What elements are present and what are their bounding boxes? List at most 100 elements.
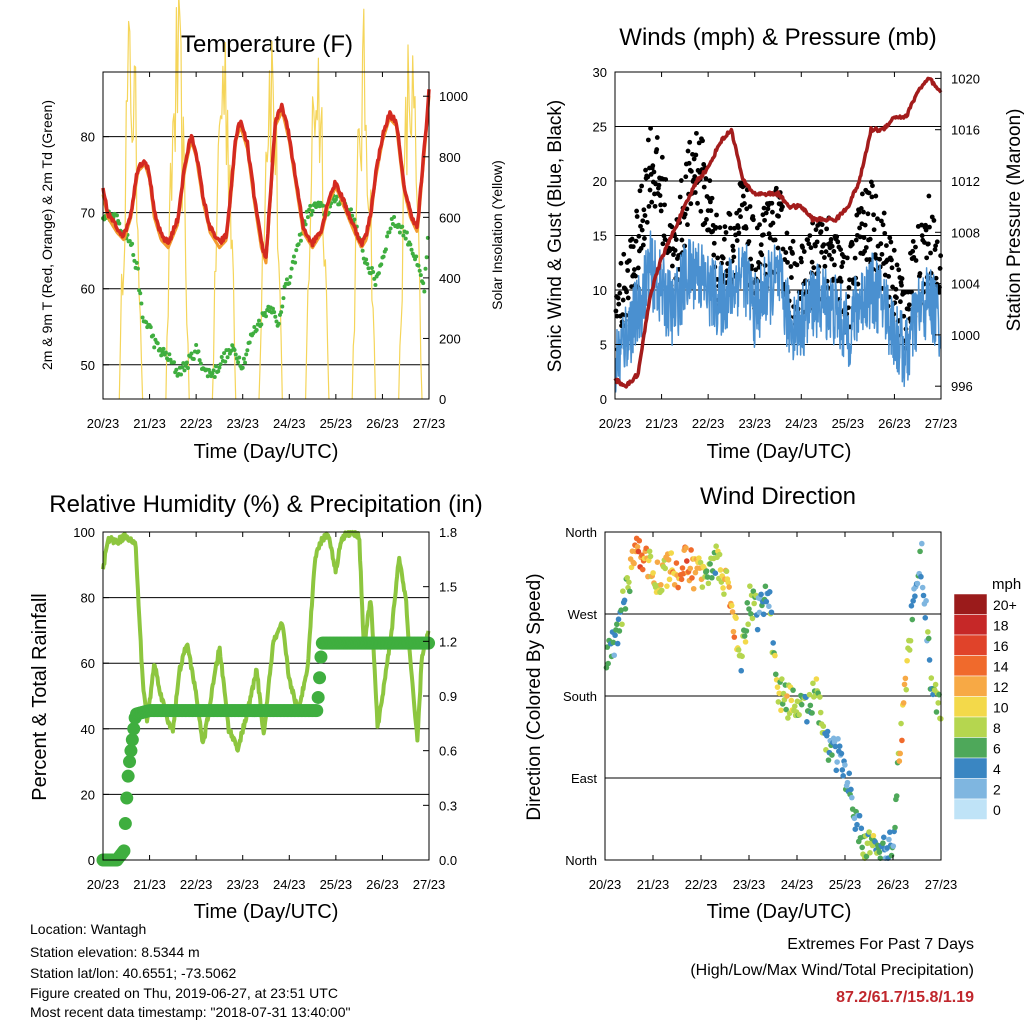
direction-point	[810, 680, 816, 687]
winds-title: Winds (mph) & Pressure (mb)	[619, 24, 936, 51]
gust-point	[798, 255, 804, 261]
direction-point	[635, 548, 642, 555]
x-tick-label: 21/23	[645, 416, 678, 431]
gust-point	[807, 233, 813, 239]
precip-point	[313, 671, 327, 685]
gust-point	[866, 190, 872, 196]
y-tick-label: East	[571, 771, 597, 786]
x-tick-label: 25/23	[829, 877, 862, 892]
dewpoint-point	[264, 314, 268, 319]
direction-point	[716, 551, 723, 558]
gust-point	[761, 205, 767, 211]
direction-point	[664, 583, 670, 589]
dewpoint-point	[379, 262, 384, 267]
dewpoint-point	[174, 367, 179, 372]
dewpoint-point	[243, 360, 248, 365]
direction-point	[923, 598, 929, 604]
direction-point	[897, 750, 903, 757]
x-tick-label: 26/23	[877, 877, 910, 892]
dewpoint-point	[240, 365, 245, 370]
gust-point	[913, 244, 918, 250]
direction-point	[834, 759, 840, 765]
gust-point	[790, 238, 796, 244]
gust-point	[931, 218, 937, 223]
dewpoint-point	[139, 301, 144, 306]
direction-point	[605, 660, 611, 667]
direction-point	[735, 647, 742, 653]
extremes-values: 87.2/61.7/15.8/1.19	[836, 989, 974, 1006]
dewpoint-point	[196, 349, 201, 354]
direction-point	[925, 635, 932, 642]
x-tick-label: 26/23	[366, 877, 399, 892]
dewpoint-point	[180, 365, 185, 370]
legend-swatch	[953, 655, 988, 677]
gust-point	[896, 267, 902, 273]
precip-point	[120, 791, 134, 805]
dewpoint-point	[219, 355, 224, 360]
gust-point	[723, 230, 729, 235]
humidity-x-ticks: 20/23 21/23 22/23 23/23 24/23 25/23 26/23 27/23	[87, 532, 445, 892]
gust-point	[834, 234, 840, 240]
dewpoint-point	[210, 371, 215, 376]
gust-point	[924, 255, 930, 261]
dewpoint-point	[281, 296, 286, 301]
direction-point	[747, 583, 753, 589]
direction-point	[870, 832, 877, 839]
gust-point	[654, 135, 660, 140]
gust-point	[879, 251, 885, 257]
dewpoint-point	[287, 281, 292, 286]
gust-point	[732, 225, 737, 231]
gust-point	[703, 176, 709, 181]
direction-point	[741, 633, 748, 639]
direction-point	[687, 565, 694, 572]
dewpoint-point	[305, 215, 310, 220]
dewpoint-point	[144, 320, 149, 325]
direction-point	[926, 657, 933, 663]
gust-point	[890, 284, 895, 290]
gust-point	[734, 238, 740, 243]
y-tick-label: 20	[593, 174, 607, 189]
gust-point	[859, 191, 865, 197]
direction-point	[880, 834, 887, 841]
gust-point	[872, 252, 878, 258]
direction-point	[758, 591, 764, 598]
gust-point	[682, 211, 688, 217]
temp-2m-series	[101, 89, 431, 259]
gust-point	[643, 167, 648, 173]
x-tick-label: 24/23	[781, 877, 814, 892]
legend-label: 16	[993, 638, 1009, 654]
direction-point	[730, 628, 737, 635]
direction-point	[658, 587, 665, 594]
direction-point	[611, 652, 618, 659]
gust-point	[629, 236, 635, 242]
gust-point	[923, 227, 929, 233]
dewpoint-point	[417, 268, 422, 273]
gust-point	[819, 249, 824, 255]
insolation-line	[351, 8, 376, 400]
dewpoint-point	[135, 266, 140, 271]
direction-point	[892, 824, 898, 831]
gust-point	[840, 259, 846, 265]
gust-point	[878, 218, 884, 224]
temperature-y-right-ticks: 0 200 400 600 800 1000	[423, 89, 468, 407]
dewpoint-point	[404, 230, 409, 235]
gust-point	[620, 297, 626, 303]
gust-point	[934, 239, 940, 245]
legend-swatch	[953, 737, 988, 759]
dewpoint-point	[423, 266, 428, 271]
direction-point	[723, 568, 730, 575]
gust-point	[757, 222, 762, 228]
gust-point	[770, 220, 776, 226]
direction-point	[788, 697, 795, 704]
humidity-y-right-ticks: 0.0 0.3 0.6 0.9 1.2 1.5 1.8	[423, 525, 457, 868]
gust-point	[766, 231, 772, 237]
precip-point	[311, 690, 325, 704]
direction-point	[899, 737, 905, 744]
precip-point	[310, 704, 324, 718]
y-tick-label: 1004	[951, 277, 980, 292]
temperature-xlabel: Time (Day/UTC)	[194, 441, 339, 463]
precip-point	[117, 844, 131, 858]
humidity-panel: Relative Humidity (%) & Precipitation (i…	[29, 491, 483, 923]
insolation-line	[305, 57, 330, 400]
dewpoint-point	[284, 277, 289, 282]
